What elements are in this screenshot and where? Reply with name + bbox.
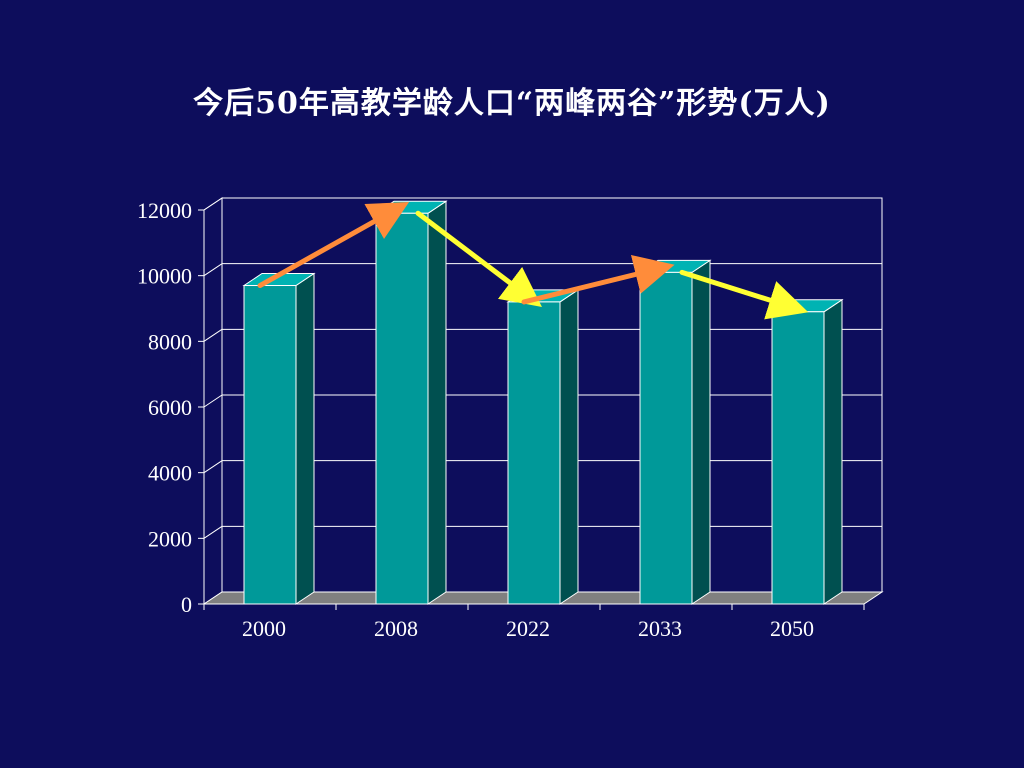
bar-front <box>771 311 825 605</box>
axis-labels: 0 2000 4000 6000 8000 10000 12000 2000 2008 2022 2… <box>137 198 865 641</box>
bar-front <box>507 301 561 605</box>
bar-front <box>375 212 429 605</box>
trend-arrow-2022-2033 <box>521 254 675 305</box>
bar-side <box>691 259 711 605</box>
bar-2008 <box>374 200 448 605</box>
x-tick-label: 2022 <box>506 616 550 641</box>
trend-arrows <box>257 201 809 320</box>
bar-2000 <box>242 272 316 605</box>
trend-arrow-2008-2022 <box>415 210 542 307</box>
bar-side <box>823 298 843 605</box>
x-tick-label: 2033 <box>638 616 682 641</box>
y-tick-label: 4000 <box>148 461 192 486</box>
gridline-side <box>203 394 223 408</box>
bar-side <box>295 272 315 605</box>
bar-side <box>427 200 447 605</box>
x-tick-label: 2000 <box>242 616 286 641</box>
gridline-side <box>203 328 223 342</box>
gridline-side <box>203 197 223 211</box>
y-tick-label: 2000 <box>148 526 192 551</box>
x-tick-label: 2050 <box>770 616 814 641</box>
chart-title: 今后50年高教学龄人口“两峰两谷”形势(万人) <box>193 86 831 121</box>
y-tick-label: 12000 <box>137 198 192 223</box>
y-tick-label: 8000 <box>148 329 192 354</box>
bar-2022 <box>506 288 580 605</box>
gridline-side <box>203 460 223 474</box>
gridline-side <box>203 525 223 539</box>
trend-arrow-2033-2050 <box>679 269 809 320</box>
y-tick-label: 0 <box>181 592 192 617</box>
x-tick-label: 2008 <box>374 616 418 641</box>
y-tick-label: 6000 <box>148 395 192 420</box>
trend-arrow-2000-2008 <box>257 201 410 289</box>
bars <box>242 200 844 605</box>
bar-front <box>243 285 297 605</box>
gridline-side <box>203 263 223 277</box>
bar-side <box>559 288 579 605</box>
bar-front <box>639 271 693 605</box>
bar-2033 <box>638 259 712 605</box>
y-tick-label: 10000 <box>137 264 192 289</box>
bar-2050 <box>770 298 844 605</box>
